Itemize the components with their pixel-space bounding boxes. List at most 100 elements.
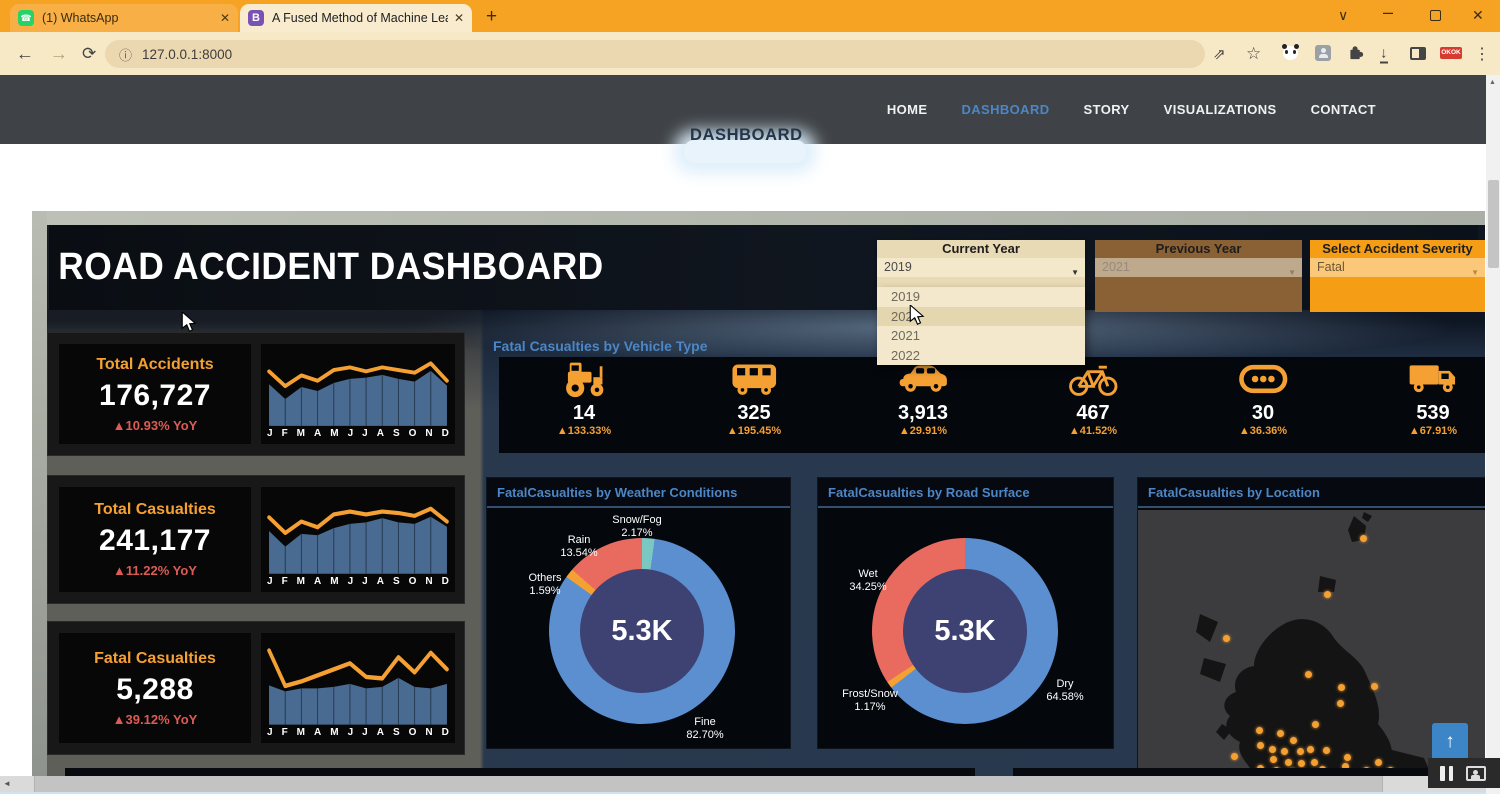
- vertical-scrollbar[interactable]: ▲: [1486, 75, 1500, 794]
- accident-location-dot[interactable]: [1375, 759, 1382, 766]
- accident-location-dot[interactable]: [1307, 746, 1314, 753]
- accident-location-dot[interactable]: [1281, 748, 1288, 755]
- accident-location-dot[interactable]: [1338, 684, 1345, 691]
- accident-location-dot[interactable]: [1360, 535, 1367, 542]
- nav-item-dashboard[interactable]: DASHBOARD: [961, 102, 1050, 117]
- reload-icon[interactable]: ⟳: [82, 43, 97, 63]
- accident-location-dot[interactable]: [1285, 759, 1292, 766]
- mouse-cursor: [181, 312, 197, 332]
- horizontal-scrollbar[interactable]: ◄: [0, 776, 1486, 792]
- current-year-select[interactable]: 2019 ▼: [877, 258, 1085, 277]
- address-bar[interactable]: ⓘ 127.0.0.1:8000: [105, 40, 1205, 68]
- menu-dots-icon[interactable]: ⋮: [1474, 45, 1490, 63]
- vertical-scrollbar-thumb[interactable]: [1487, 180, 1499, 268]
- vehicle-value: 325: [737, 402, 771, 424]
- maximize-button[interactable]: [1430, 10, 1441, 21]
- bicycle-icon: [1068, 365, 1118, 396]
- filter-previous-year: Previous Year 2021 ▼: [1095, 240, 1302, 312]
- accident-location-dot[interactable]: [1297, 748, 1304, 755]
- picture-in-picture-icon[interactable]: [1466, 765, 1486, 781]
- accident-location-dot[interactable]: [1305, 671, 1312, 678]
- scroll-to-top-button[interactable]: ↑: [1432, 723, 1468, 760]
- media-control-bar: [1428, 758, 1500, 788]
- back-icon[interactable]: ←: [16, 43, 34, 63]
- whatsapp-icon: ☎: [18, 10, 34, 26]
- accident-location-dot[interactable]: [1231, 753, 1238, 760]
- accident-location-dot[interactable]: [1344, 754, 1351, 761]
- nav-item-contact[interactable]: CONTACT: [1310, 102, 1376, 117]
- accident-location-dot[interactable]: [1323, 747, 1330, 754]
- bookmark-star-icon[interactable]: ☆: [1246, 43, 1262, 63]
- vehicle-yoy: ▲41.52%: [1068, 425, 1118, 437]
- vehicle-item-bicycle[interactable]: 467 ▲41.52%: [1018, 359, 1168, 437]
- profile-extension-icon[interactable]: [1315, 45, 1331, 61]
- bottom-edge: [0, 792, 1500, 794]
- accident-location-dot[interactable]: [1223, 635, 1230, 642]
- vehicle-item-car[interactable]: 3,913 ▲29.91%: [848, 359, 998, 437]
- sparkline-chart: [261, 344, 455, 428]
- vehicle-item-truck[interactable]: 539 ▲67.91%: [1358, 359, 1485, 437]
- close-tab-icon[interactable]: ✕: [453, 11, 464, 25]
- accident-location-dot[interactable]: [1257, 742, 1264, 749]
- vehicle-item-bus[interactable]: 325 ▲195.45%: [679, 359, 829, 437]
- horizontal-scrollbar-thumb[interactable]: [34, 776, 1383, 792]
- download-icon[interactable]: ↓: [1380, 44, 1388, 63]
- accident-location-dot[interactable]: [1337, 700, 1344, 707]
- accident-location-dot[interactable]: [1270, 756, 1277, 763]
- url-text: 127.0.0.1:8000: [142, 46, 233, 62]
- filter-label: Previous Year: [1155, 241, 1242, 256]
- current-year-options: 2019 2020 2021 2022: [877, 287, 1085, 365]
- site-info-icon[interactable]: ⓘ: [119, 47, 133, 63]
- donut-label: Frost/Snow 1.17%: [842, 688, 898, 713]
- donut-center-value: 5.3K: [903, 569, 1027, 693]
- accident-location-dot[interactable]: [1290, 737, 1297, 744]
- nav-item-story[interactable]: STORY: [1083, 102, 1130, 117]
- accident-location-dot[interactable]: [1324, 591, 1331, 598]
- pause-icon[interactable]: [1440, 765, 1453, 781]
- close-tab-icon[interactable]: ✕: [219, 11, 230, 25]
- adblock-badge-icon[interactable]: OKOK: [1440, 47, 1462, 59]
- previous-year-select[interactable]: 2021 ▼: [1095, 258, 1302, 277]
- next-row-panel: [65, 768, 975, 776]
- bootstrap-icon: B: [248, 10, 264, 26]
- page-heading: DASHBOARD: [690, 126, 803, 144]
- kpi-label: Fatal Casualties: [94, 649, 216, 667]
- nav-item-visualizations[interactable]: VISUALIZATIONS: [1163, 102, 1277, 117]
- accident-location-dot[interactable]: [1277, 730, 1284, 737]
- vehicle-item-other[interactable]: 30 ▲36.36%: [1188, 359, 1338, 437]
- new-tab-button[interactable]: +: [486, 6, 498, 27]
- site-navbar: HOME DASHBOARD STORY VISUALIZATIONS CONTACT: [0, 75, 1486, 144]
- side-panel-icon[interactable]: [1410, 47, 1426, 60]
- scroll-left-icon[interactable]: ◄: [3, 779, 11, 788]
- filter-severity: Select Accident Severity Fatal ▼: [1310, 240, 1485, 312]
- scroll-up-icon[interactable]: ▲: [1489, 79, 1496, 86]
- share-icon[interactable]: ⇗: [1213, 45, 1226, 63]
- tab-active[interactable]: B A Fused Method of Machine Lea ✕: [240, 4, 472, 32]
- donut-label: Wet 34.25%: [849, 568, 887, 593]
- extensions-puzzle-icon[interactable]: [1347, 43, 1364, 65]
- tab-whatsapp[interactable]: ☎ (1) WhatsApp ✕: [10, 4, 238, 32]
- nav-item-home[interactable]: HOME: [886, 102, 928, 117]
- year-option-2021[interactable]: 2021: [891, 328, 920, 343]
- minimize-button[interactable]: –: [1383, 2, 1394, 22]
- vehicle-yoy: ▲195.45%: [726, 425, 782, 437]
- accident-location-dot[interactable]: [1312, 721, 1319, 728]
- accident-location-dot[interactable]: [1256, 727, 1263, 734]
- close-window-button[interactable]: ✕: [1472, 7, 1484, 23]
- tab-search-icon[interactable]: ∨: [1338, 7, 1349, 23]
- accident-location-dot[interactable]: [1342, 763, 1349, 770]
- accident-location-dot[interactable]: [1371, 683, 1378, 690]
- vehicle-item-tractor[interactable]: 14 ▲133.33%: [509, 359, 659, 437]
- tab-label: A Fused Method of Machine Lea: [272, 11, 448, 25]
- accident-location-dot[interactable]: [1311, 759, 1318, 766]
- accident-location-dot[interactable]: [1269, 746, 1276, 753]
- panda-extension-icon[interactable]: [1282, 44, 1299, 60]
- year-option-2022[interactable]: 2022: [891, 347, 920, 363]
- accident-location-dot[interactable]: [1298, 760, 1305, 767]
- year-option-2019[interactable]: 2019: [891, 289, 920, 304]
- severity-select[interactable]: Fatal ▼: [1310, 258, 1485, 277]
- forward-icon[interactable]: →: [50, 43, 68, 63]
